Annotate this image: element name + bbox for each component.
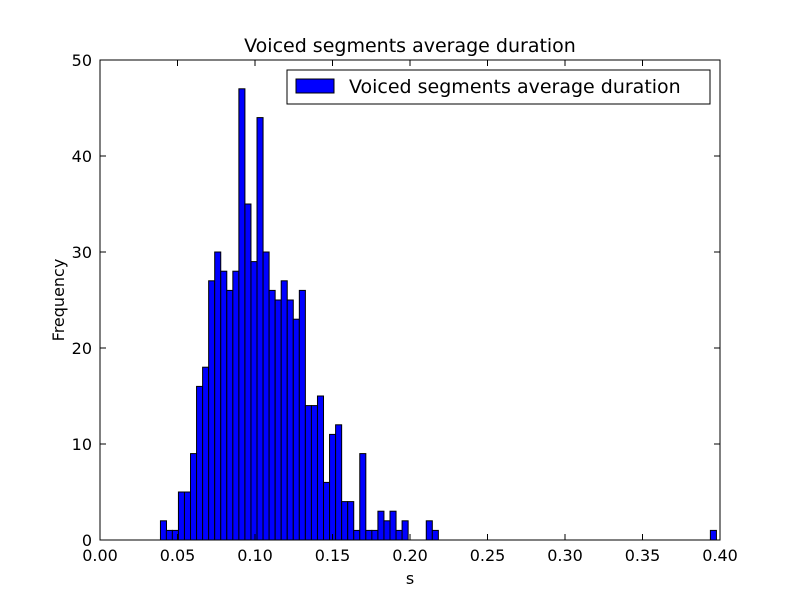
x-tick-label: 0.20	[392, 546, 428, 565]
x-tick-label: 0.15	[315, 546, 351, 565]
histogram-bar	[425, 520, 433, 541]
histogram-bar	[401, 520, 409, 541]
histogram-bar	[208, 280, 216, 541]
x-axis-label: s	[406, 569, 414, 588]
y-tick-label: 40	[72, 147, 92, 166]
y-tick-label: 30	[72, 243, 92, 262]
histogram-bar	[220, 270, 228, 541]
histogram-bar	[310, 405, 318, 541]
y-tick-label: 20	[72, 339, 92, 358]
histogram-bar	[190, 453, 198, 541]
histogram-bar	[329, 433, 337, 541]
histogram-bar	[280, 280, 288, 541]
histogram-bar	[316, 395, 325, 541]
x-tick-label: 0.10	[237, 546, 273, 565]
histogram-bar	[389, 510, 397, 541]
histogram-bar	[341, 501, 349, 541]
ticks-group: 0.00 0.05 0.10 0.15 0.20 0.25 0.30 0.35 0.40 0 10 2…	[72, 51, 738, 565]
histogram-bar	[262, 251, 270, 541]
x-tick-label: 0.25	[470, 546, 506, 565]
histogram-bar	[395, 529, 403, 541]
y-tick-label: 10	[72, 435, 92, 454]
histogram-bar	[431, 529, 439, 541]
x-tick-label: 0.30	[547, 546, 583, 565]
histogram-bar	[183, 491, 192, 541]
x-tick-label: 0.05	[160, 546, 196, 565]
y-tick-label: 50	[72, 51, 92, 70]
histogram-bar	[298, 289, 306, 541]
histogram-bar	[244, 203, 252, 541]
histogram-bar	[286, 299, 294, 541]
histogram-bar	[347, 501, 355, 541]
y-tick-label: 0	[82, 531, 92, 550]
histogram-bar	[292, 318, 300, 541]
histogram-bar	[268, 289, 276, 541]
histogram-bar	[304, 405, 312, 541]
histogram-bar	[159, 520, 167, 541]
histogram-bar	[226, 289, 234, 541]
x-tick-label: 0.40	[702, 546, 738, 565]
histogram-bar	[274, 299, 282, 541]
legend-swatch	[295, 78, 335, 94]
histogram-bar	[383, 520, 391, 541]
y-axis-label: Frequency	[49, 259, 68, 342]
histogram-bar	[365, 529, 373, 541]
chart-title: Voiced segments average duration	[244, 35, 576, 57]
histogram-bar	[250, 261, 258, 541]
histogram-bar	[335, 424, 343, 541]
histogram-bar	[214, 251, 222, 541]
histogram-bar	[377, 510, 385, 541]
legend-label: Voiced segments average duration	[349, 76, 681, 98]
histogram-bar	[232, 270, 240, 541]
histogram-bar	[353, 529, 361, 541]
histogram-bar	[359, 453, 367, 541]
histogram-bar	[196, 385, 204, 541]
histogram-bar	[709, 529, 717, 541]
histogram-bar	[256, 117, 264, 541]
histogram-bar	[165, 529, 173, 541]
x-tick-label: 0.35	[625, 546, 661, 565]
histogram-bar	[202, 366, 210, 541]
histogram-bar	[323, 481, 331, 541]
x-tick-label: 0.00	[82, 546, 118, 565]
histogram-bar	[238, 88, 246, 541]
histogram-bar	[177, 491, 185, 541]
histogram-bar	[371, 529, 379, 541]
legend-box	[286, 69, 711, 105]
legend: Voiced segments average duration	[286, 69, 711, 105]
